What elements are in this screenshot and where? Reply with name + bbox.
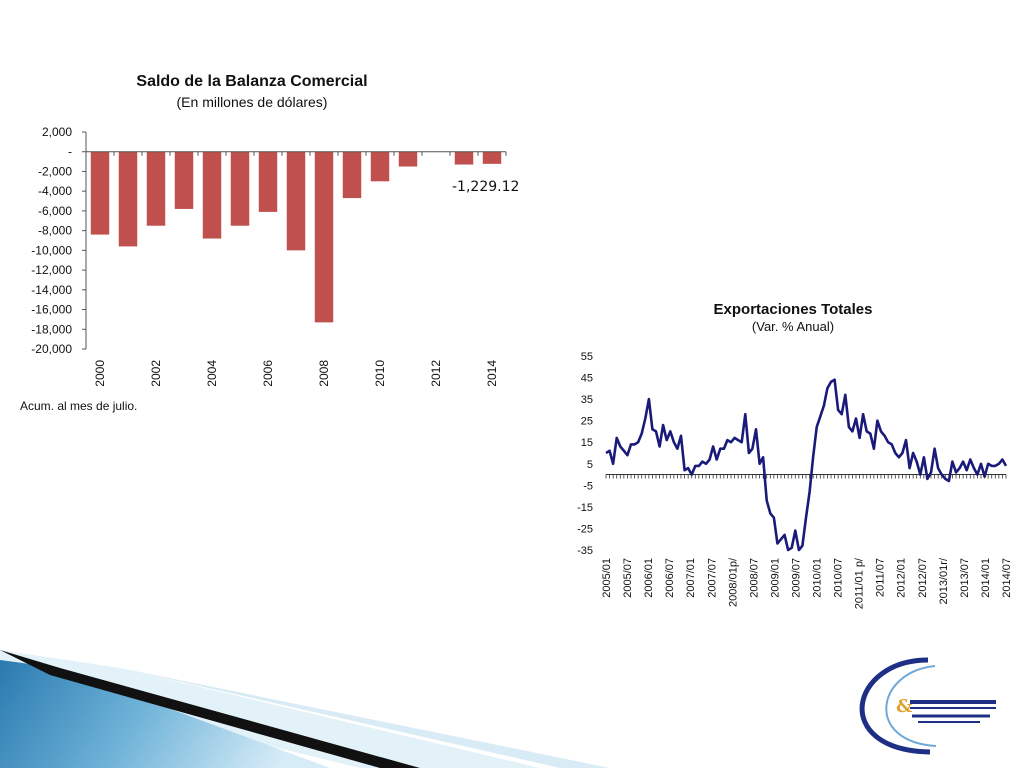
bar-y-tick-label: -20,000 [31,342,72,356]
bar-x-tick-label: 2002 [149,360,163,387]
bar-2004 [202,151,222,239]
line-x-tick-label: 2014/07 [1001,558,1013,598]
bar-x-tick-label: 2006 [261,360,275,387]
line-y-tick-label: -25 [577,523,593,535]
bar-2002 [146,151,166,226]
trade-balance-chart: Saldo de la Balanza Comercial (En millon… [20,73,519,413]
line-x-tick-label: 2007/07 [706,558,718,598]
decorative-swoosh [0,650,610,768]
line-x-tick-label: 2010/07 [833,558,845,598]
bar-chart-y-axis: 2,000 - -2,000 -4,000 -6,000 -8,000 -10,000 -12… [31,125,72,356]
bar-y-tick-label: -10,000 [31,243,72,257]
bar-chart-subtitle: (En millones de dólares) [177,94,328,110]
bar-2007 [286,151,306,251]
bar-2001 [118,151,138,247]
line-x-tick-label: 2013/07 [959,558,971,598]
bar-2009 [342,151,362,199]
line-x-tick-label: 2005/07 [622,558,634,598]
bar-2013 [454,151,474,165]
line-y-tick-label: -5 [583,480,593,492]
line-x-tick-label: 2009/07 [790,558,802,598]
bar-y-tick-label: -12,000 [31,263,72,277]
line-y-tick-label: -35 [577,545,593,557]
line-x-tick-label: 2005/01 [601,558,613,598]
line-x-tick-label: 2011/01 p/ [854,557,866,609]
line-x-tick-label: 2006/01 [643,558,655,598]
bar-y-tick-label: -16,000 [31,303,72,317]
line-x-tick-label: 2008/01p/ [727,557,739,607]
bar-chart-axes [82,131,507,350]
line-x-tick-label: 2006/07 [664,558,676,598]
line-chart-x-axis: 2005/01 2005/07 2006/01 2006/07 2007/01 2007/… [601,557,1013,609]
line-x-tick-label: 2014/01 [980,558,992,598]
export-growth-line [605,378,1008,552]
line-x-tick-label: 2013/01r/ [938,557,950,604]
bar-y-tick-label: -4,000 [38,184,72,198]
bar-y-tick-label: -14,000 [31,283,72,297]
bar-y-tick-label: - [68,145,72,159]
line-chart-series [605,378,1008,552]
bar-y-tick-label: -8,000 [38,224,72,238]
line-x-tick-label: 2007/01 [685,558,697,598]
bar-2003 [174,151,194,209]
bar-chart-footnote: Acum. al mes de julio. [20,399,137,413]
line-y-tick-label: 35 [581,394,593,406]
bar-2006 [258,151,278,212]
bar-chart-x-axis: 2000 2002 2004 2006 2008 2010 2012 2014 [93,360,499,387]
bar-2000 [90,151,110,235]
svg-text:&: & [896,696,912,717]
bar-2011 [398,151,418,167]
line-x-tick-label: 2008/07 [748,558,760,598]
line-y-tick-label: -15 [577,502,593,514]
line-y-tick-label: 25 [581,416,593,428]
bar-y-tick-label: -18,000 [31,322,72,336]
bar-chart-bars [90,151,502,323]
line-x-tick-label: 2011/07 [875,558,887,597]
total-exports-chart: Exportaciones Totales (Var. % Anual) 55 4… [577,301,1013,609]
bar-2014 [482,151,502,164]
line-y-tick-label: 45 [581,373,593,385]
line-x-tick-label: 2012/01 [896,558,908,598]
bar-2005 [230,151,250,226]
bar-2008 [314,151,334,323]
line-chart-subtitle: (Var. % Anual) [752,319,834,334]
bar-x-tick-label: 2008 [317,360,331,387]
bar-x-tick-label: 2012 [429,360,443,387]
line-x-tick-label: 2010/01 [812,558,824,598]
bar-chart-title: Saldo de la Balanza Comercial [136,73,367,90]
bar-x-tick-label: 2004 [205,360,219,387]
line-chart-title: Exportaciones Totales [714,301,873,318]
last-value-annotation: -1,229.12 [452,179,519,195]
bar-2010 [370,151,390,182]
line-x-tick-label: 2012/07 [917,558,929,598]
bar-x-tick-label: 2014 [485,360,499,387]
line-y-tick-label: 15 [581,437,593,449]
line-x-tick-label: 2009/01 [769,558,781,598]
line-y-tick-label: 55 [581,351,593,363]
bar-x-tick-label: 2010 [373,360,387,387]
company-logo: & [859,657,996,755]
line-y-tick-label: 5 [587,459,593,471]
line-chart-y-axis: 55 45 35 25 15 5 -5 -15 -25 -35 [577,351,593,557]
bar-y-tick-label: -6,000 [38,204,72,218]
bar-y-tick-label: -2,000 [38,164,72,178]
bar-x-tick-label: 2000 [93,360,107,387]
bar-y-tick-label: 2,000 [42,125,72,139]
